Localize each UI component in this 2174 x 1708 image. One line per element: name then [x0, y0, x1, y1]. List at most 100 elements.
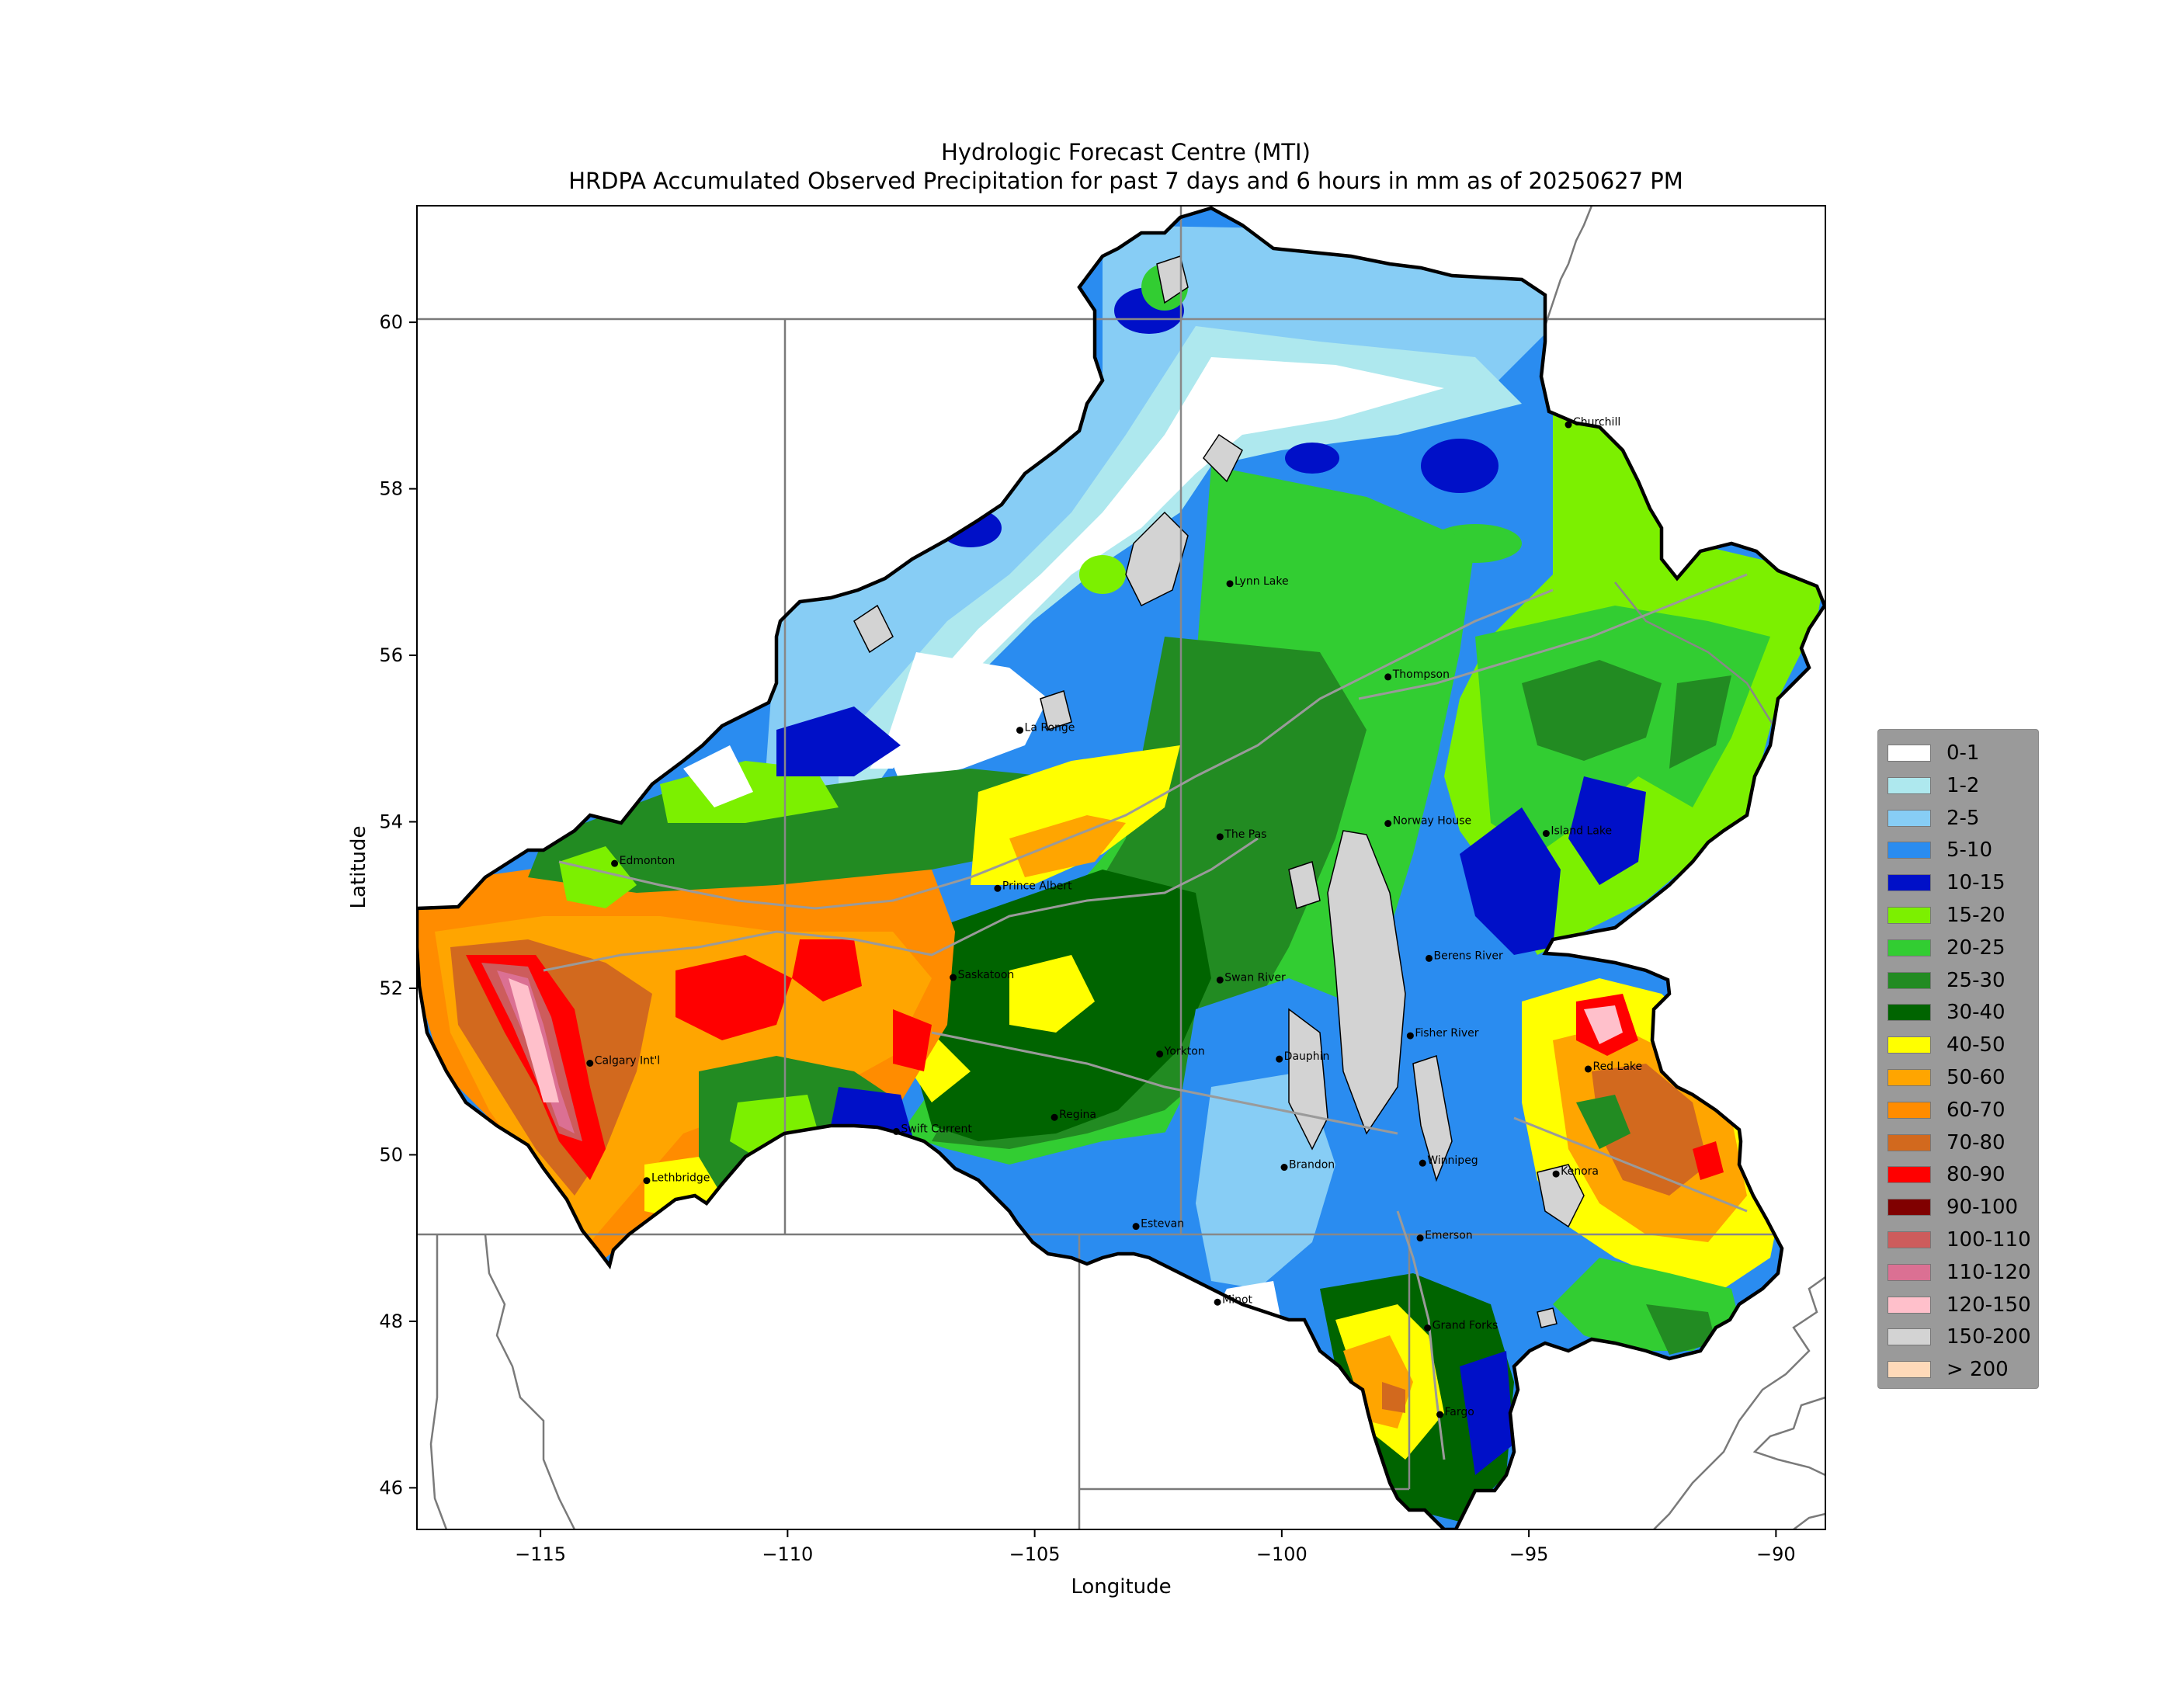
- legend-label: 80-90: [1947, 1163, 2006, 1187]
- city-dot: [1214, 1298, 1221, 1306]
- city-label: Swan River: [1224, 971, 1286, 984]
- city-marker: Berens River: [1426, 949, 1503, 962]
- city-marker: Red Lake: [1584, 1061, 1642, 1073]
- city-dot: [1216, 976, 1224, 984]
- legend-label: 70-80: [1947, 1130, 2006, 1154]
- city-label: Minot: [1222, 1293, 1252, 1306]
- city-dot: [1384, 820, 1392, 828]
- legend-swatch: [1887, 776, 1931, 794]
- y-tick-label: 54: [379, 811, 403, 833]
- legend-item: 15-20: [1887, 902, 2006, 929]
- legend-swatch: [1887, 1036, 1931, 1054]
- y-tick-label: 60: [379, 311, 403, 333]
- legend-item: 0-1: [1887, 740, 1979, 766]
- legend-item: 100-110: [1887, 1227, 2031, 1253]
- legend-label: 100-110: [1947, 1228, 2031, 1251]
- city-marker: Swan River: [1216, 971, 1286, 984]
- basin-outline: [417, 206, 1825, 1529]
- y-tick-label: 52: [379, 977, 403, 999]
- city-marker: Fargo: [1436, 1406, 1474, 1418]
- axis-tick-labels: −115 −110 −105 −100 −95 −90 46 48 50 52 54 56 58 60: [379, 311, 1795, 1565]
- legend-swatch: [1887, 1069, 1931, 1086]
- legend-swatch: [1887, 971, 1931, 989]
- city-marker: Thompson: [1384, 668, 1450, 681]
- city-label: La Ronge: [1025, 722, 1075, 734]
- legend-label: 20-25: [1947, 936, 2006, 960]
- city-label: Grand Forks: [1433, 1319, 1499, 1331]
- river-network: [543, 573, 1748, 1460]
- legend-item: 80-90: [1887, 1161, 2006, 1188]
- city-dot: [1542, 830, 1550, 838]
- city-dot: [1436, 1411, 1444, 1418]
- legend-swatch: [1887, 1133, 1931, 1151]
- legend-label: 25-30: [1947, 968, 2006, 992]
- city-dot: [1406, 1032, 1414, 1040]
- legend-item: 50-60: [1887, 1064, 2006, 1091]
- city-dot: [1132, 1223, 1140, 1231]
- x-tick-label: −110: [762, 1543, 813, 1565]
- city-marker: Swift Current: [892, 1123, 972, 1135]
- x-tick-label: −105: [1009, 1543, 1061, 1565]
- legend-label: 150-200: [1947, 1325, 2031, 1349]
- city-label: Estevan: [1141, 1218, 1184, 1231]
- city-marker: Island Lake: [1542, 825, 1612, 838]
- legend-label: 40-50: [1947, 1033, 2006, 1057]
- legend-item: 70-80: [1887, 1130, 2006, 1156]
- legend-item: 60-70: [1887, 1097, 2006, 1123]
- legend-swatch: [1887, 1199, 1931, 1217]
- city-dot: [1424, 1324, 1432, 1331]
- legend-label: 110-120: [1947, 1260, 2031, 1284]
- legend-swatch: [1887, 1166, 1931, 1184]
- city-label: Calgary Int'l: [595, 1054, 660, 1067]
- legend-item: 90-100: [1887, 1194, 2018, 1220]
- city-label: Swift Current: [901, 1123, 972, 1135]
- legend-item: > 200: [1887, 1356, 2009, 1383]
- legend-label: 2-5: [1947, 806, 1980, 830]
- city-marker: Brandon: [1280, 1159, 1335, 1172]
- legend-label: 120-150: [1947, 1293, 2031, 1317]
- x-axis-label: Longitude: [1071, 1575, 1171, 1599]
- city-dot: [994, 884, 1002, 892]
- city-label: Winnipeg: [1427, 1154, 1478, 1167]
- city-marker: Calgary Int'l: [586, 1054, 660, 1067]
- y-tick-label: 50: [379, 1144, 403, 1165]
- city-dot: [1226, 580, 1234, 588]
- city-marker: Norway House: [1384, 815, 1471, 828]
- y-axis-label: Latitude: [347, 825, 370, 908]
- city-label: Norway House: [1393, 815, 1471, 828]
- city-dot: [1384, 673, 1392, 681]
- city-dot: [643, 1177, 651, 1185]
- city-label: Berens River: [1434, 949, 1503, 962]
- legend-label: 30-40: [1947, 1001, 2006, 1025]
- legend-swatch: [1887, 907, 1931, 924]
- map-title: Hydrologic Forecast Centre (MTI) HRDPA A…: [419, 138, 1832, 196]
- y-tick-label: 56: [379, 644, 403, 666]
- legend-swatch: [1887, 809, 1931, 827]
- title-line-2: HRDPA Accumulated Observed Precipitation…: [568, 168, 1683, 194]
- city-dot: [1016, 727, 1024, 734]
- legend-label: 1-2: [1947, 773, 1980, 797]
- city-dot: [1051, 1113, 1058, 1121]
- city-label: Edmonton: [620, 855, 675, 867]
- city-marker: Regina: [1051, 1109, 1096, 1121]
- city-marker: Fisher River: [1406, 1027, 1479, 1040]
- city-label: Thompson: [1392, 668, 1450, 681]
- city-label: Island Lake: [1551, 825, 1612, 838]
- city-label: Yorkton: [1164, 1046, 1205, 1058]
- city-label: Fargo: [1445, 1406, 1474, 1418]
- y-tick-label: 58: [379, 478, 403, 500]
- city-dot: [892, 1127, 900, 1135]
- legend-swatch: [1887, 1328, 1931, 1346]
- city-marker: Churchill: [1565, 416, 1620, 429]
- city-marker: Kenora: [1552, 1165, 1599, 1178]
- legend-item: 120-150: [1887, 1292, 2031, 1318]
- city-marker: Emerson: [1416, 1230, 1473, 1242]
- legend-item: 20-25: [1887, 935, 2006, 961]
- legend-swatch: [1887, 1231, 1931, 1248]
- city-label: Red Lake: [1592, 1061, 1642, 1073]
- city-dot: [1156, 1050, 1164, 1058]
- city-dot: [1419, 1159, 1426, 1167]
- plot-frame: [416, 205, 1826, 1530]
- legend-item: 25-30: [1887, 967, 2006, 994]
- axis-ticks: [409, 321, 1777, 1537]
